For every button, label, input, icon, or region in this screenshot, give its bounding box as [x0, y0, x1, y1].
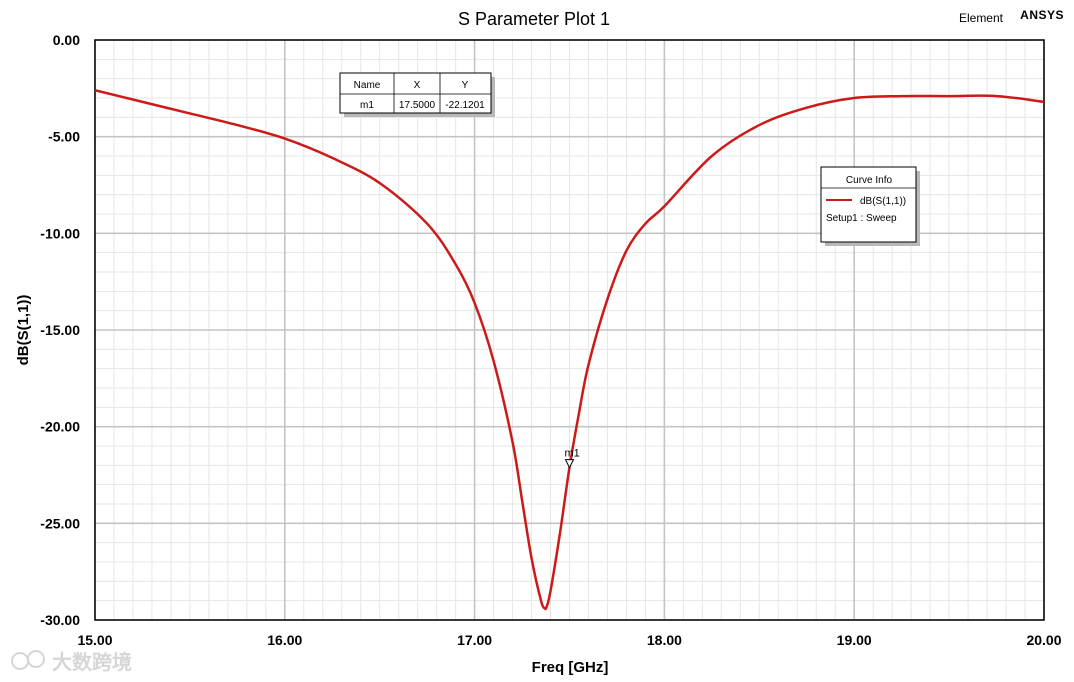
plot-frame: [94, 39, 1045, 621]
watermark-text: 大数跨境: [52, 650, 132, 674]
marker-table-cell-y: -22.1201: [445, 100, 485, 111]
element-label: Element: [959, 11, 1004, 25]
curve-info-title: Curve Info: [846, 175, 893, 186]
marker-table-box: [339, 72, 492, 114]
marker-table-header-name: Name: [354, 80, 381, 91]
marker-table-cell-name: m1: [360, 100, 374, 111]
legend-entry-setup: Setup1 : Sweep: [826, 213, 897, 224]
x-tick-label: 19.00: [837, 632, 872, 648]
y-tick-label: 0.00: [53, 32, 80, 48]
y-tick-label: -25.00: [40, 515, 80, 531]
marker-table-cell-x: 17.5000: [399, 100, 436, 111]
x-tick-label: 20.00: [1026, 632, 1061, 648]
vendor-logo: ANSYS: [1020, 8, 1064, 22]
y-tick-label: -15.00: [40, 322, 80, 338]
marker-triangle-icon: [564, 459, 575, 469]
x-axis-label: Freq [GHz]: [532, 659, 609, 676]
watermark-logo-icon: [27, 650, 45, 668]
x-axis-ticks: 15.00 16.00 17.00 18.00 19.00 20.00: [77, 632, 1061, 648]
marker-table-header-x: X: [414, 80, 421, 91]
x-tick-label: 18.00: [647, 632, 682, 648]
curve-info-box: [820, 166, 917, 243]
y-tick-label: -30.00: [40, 612, 80, 628]
series-layer: [94, 89, 1045, 611]
x-tick-label: 15.00: [77, 632, 112, 648]
curve-info-legend[interactable]: Curve Info dB(S(1,1)) Setup1 : Sweep: [820, 166, 920, 246]
y-axis-ticks: 0.00 -5.00 -10.00 -15.00 -20.00 -25.00 -30.00: [40, 32, 80, 628]
x-tick-label: 16.00: [267, 632, 302, 648]
y-tick-label: -10.00: [40, 225, 80, 241]
y-axis-label: dB(S(1,1)): [15, 295, 32, 366]
marker-label: m1: [565, 448, 580, 460]
chart-title: S Parameter Plot 1: [458, 9, 610, 29]
y-tick-label: -5.00: [48, 129, 80, 145]
legend-entry-name: dB(S(1,1)): [860, 196, 906, 207]
watermark: 大数跨境: [11, 650, 132, 674]
marker-layer: m1: [564, 448, 580, 469]
y-tick-label: -20.00: [40, 419, 80, 435]
marker-table-header-y: Y: [462, 80, 469, 91]
x-tick-label: 17.00: [457, 632, 492, 648]
series-line-s11: [94, 89, 1045, 611]
marker-table[interactable]: Name X Y m1 17.5000 -22.1201: [339, 72, 495, 117]
